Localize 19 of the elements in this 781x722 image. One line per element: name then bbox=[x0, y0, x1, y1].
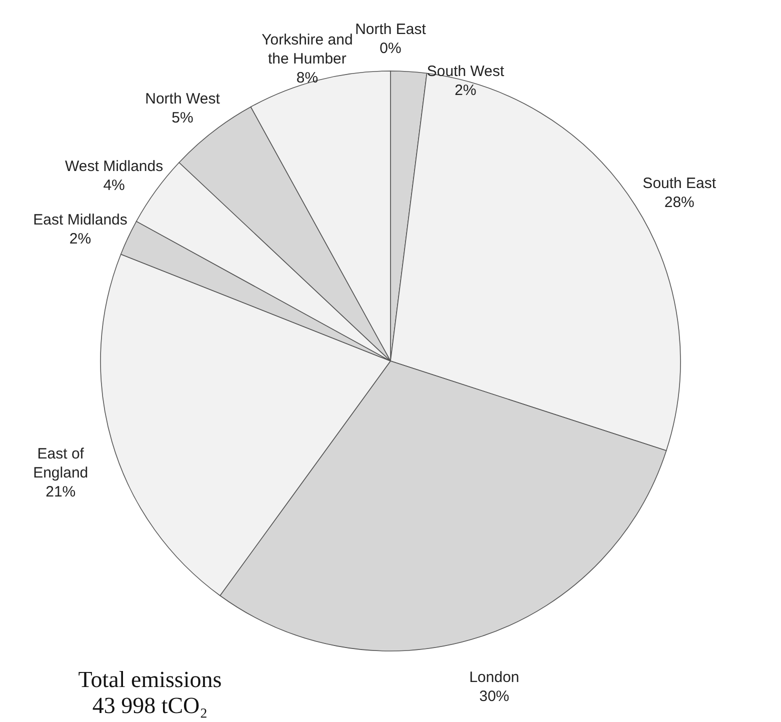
slice-label: West Midlands bbox=[65, 158, 164, 175]
text: 0% bbox=[380, 40, 402, 57]
text: Total emissions 43 998 tCO₂ bbox=[78, 667, 222, 718]
data-label: 2% bbox=[69, 230, 92, 248]
data-label: 2% bbox=[454, 82, 476, 99]
slice-label: East Midlands bbox=[33, 212, 128, 229]
slice-label: London bbox=[469, 668, 520, 686]
data-label: 21% bbox=[46, 484, 76, 501]
slice-label: North West bbox=[145, 90, 221, 108]
category-label: North East bbox=[355, 21, 426, 38]
slice-label: Yorkshire and the Humber bbox=[262, 31, 353, 68]
slice-label: South East bbox=[642, 175, 717, 192]
slice-label: East of England bbox=[33, 446, 88, 482]
data-label: 4% bbox=[103, 176, 125, 194]
data-label: 30% bbox=[479, 688, 510, 705]
data-label: 28% bbox=[664, 194, 694, 212]
data-label: 8% bbox=[296, 69, 318, 86]
slice-label: South West bbox=[426, 63, 505, 80]
data-label: 5% bbox=[172, 110, 194, 127]
